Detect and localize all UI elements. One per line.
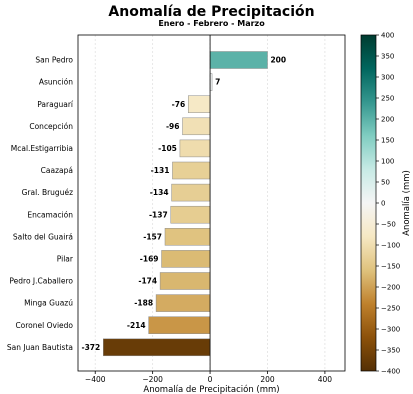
category-label: Mcal.Estigarribia bbox=[11, 144, 73, 153]
bar bbox=[155, 294, 211, 312]
colorbar-tick-label: 250 bbox=[381, 95, 394, 103]
colorbar-tick-label: −50 bbox=[381, 221, 396, 229]
colorbar-tick-label: 400 bbox=[381, 32, 394, 40]
bar-value-label: -169 bbox=[140, 255, 159, 264]
bar-value-label: -96 bbox=[166, 122, 180, 131]
bar bbox=[161, 250, 211, 268]
bar bbox=[172, 161, 211, 180]
x-axis-label: Anomalía de Precipitación (mm) bbox=[143, 384, 279, 394]
bar-value-label: -76 bbox=[172, 100, 186, 109]
colorbar-tick-label: 200 bbox=[381, 116, 394, 124]
bar-value-label: -134 bbox=[150, 188, 169, 197]
category-label: San Pedro bbox=[35, 56, 73, 65]
colorbar-tick-label: −250 bbox=[381, 305, 400, 313]
x-tick-label: 400 bbox=[318, 375, 333, 384]
colorbar-tick-label: 150 bbox=[381, 137, 394, 145]
colorbar-tick-label: −100 bbox=[381, 242, 400, 250]
colorbar-tick-label: −350 bbox=[381, 347, 400, 355]
category-label: Salto del Guairá bbox=[13, 232, 73, 241]
bar-value-label: -105 bbox=[158, 144, 177, 153]
bar bbox=[209, 51, 268, 69]
bar-value-label: -174 bbox=[138, 277, 157, 286]
x-tick-label: −200 bbox=[142, 375, 163, 384]
plot-frame bbox=[77, 34, 346, 372]
category-label: Pilar bbox=[57, 255, 74, 264]
bar bbox=[171, 183, 211, 202]
colorbar-tick-label: 350 bbox=[381, 53, 394, 61]
chart-title: Anomalía de Precipitación bbox=[108, 4, 315, 20]
bar-value-label: -214 bbox=[127, 321, 146, 330]
bar bbox=[103, 338, 211, 357]
bar-value-label: -188 bbox=[134, 299, 153, 308]
category-label: Coronel Oviedo bbox=[15, 321, 73, 330]
category-label: Asunción bbox=[39, 78, 73, 87]
colorbar-tick-label: 0 bbox=[381, 200, 385, 208]
colorbar-tick-label: −300 bbox=[381, 326, 400, 334]
colorbar-tick-label: −400 bbox=[381, 368, 400, 376]
category-label: Pedro J.Caballero bbox=[9, 277, 73, 286]
colorbar-tick-label: −150 bbox=[381, 263, 400, 271]
bar bbox=[148, 316, 211, 334]
category-label: Caazapá bbox=[41, 166, 73, 175]
bar-value-label: -157 bbox=[143, 232, 162, 241]
category-label: San Juan Bautista bbox=[7, 343, 73, 352]
category-label: Paraguarí bbox=[37, 100, 74, 109]
x-tick-label: 0 bbox=[208, 375, 213, 384]
colorbar-label: Anomalía (mm) bbox=[402, 170, 412, 236]
bar bbox=[164, 228, 211, 246]
colorbar bbox=[360, 34, 377, 372]
bar-value-label: 200 bbox=[270, 56, 286, 65]
category-label: Encamación bbox=[27, 210, 73, 219]
bar-value-label: 7 bbox=[215, 78, 220, 87]
bar bbox=[170, 205, 211, 224]
colorbar-tick-label: 100 bbox=[381, 158, 394, 166]
category-label: Gral. Bruguéz bbox=[22, 188, 73, 197]
bar bbox=[187, 95, 211, 113]
bar-value-label: -372 bbox=[81, 343, 100, 352]
bar bbox=[159, 272, 211, 290]
x-tick-label: −400 bbox=[85, 375, 106, 384]
colorbar-tick-label: −200 bbox=[381, 284, 400, 292]
category-label: Minga Guazú bbox=[24, 299, 73, 308]
category-label: Concepción bbox=[29, 122, 73, 131]
colorbar-tick-label: 50 bbox=[381, 179, 390, 187]
bar bbox=[182, 117, 211, 136]
chart-subtitle: Enero - Febrero - Marzo bbox=[158, 19, 265, 28]
bar-value-label: -137 bbox=[149, 210, 168, 219]
bar bbox=[179, 139, 211, 158]
bar-value-label: -131 bbox=[151, 166, 170, 175]
colorbar-tick-label: 300 bbox=[381, 74, 394, 82]
x-tick-label: 200 bbox=[260, 375, 275, 384]
